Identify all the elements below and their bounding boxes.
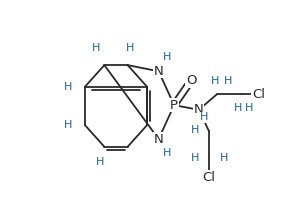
Text: N: N: [194, 103, 204, 116]
Text: H: H: [200, 112, 209, 122]
Text: O: O: [186, 74, 197, 87]
Text: H: H: [163, 52, 171, 62]
Text: N: N: [154, 65, 164, 78]
Text: H: H: [96, 157, 105, 167]
Text: H: H: [234, 103, 243, 113]
Text: H: H: [64, 82, 72, 92]
Text: H: H: [191, 125, 199, 135]
Text: H: H: [223, 75, 232, 85]
Text: Cl: Cl: [202, 171, 216, 184]
Text: H: H: [245, 103, 253, 113]
Text: P: P: [170, 99, 178, 112]
Text: H: H: [163, 148, 171, 158]
Text: H: H: [64, 120, 72, 130]
Text: H: H: [211, 75, 219, 85]
Text: H: H: [126, 43, 134, 53]
Text: Cl: Cl: [252, 88, 265, 101]
Text: H: H: [220, 153, 229, 163]
Text: N: N: [154, 133, 164, 145]
Text: H: H: [92, 43, 100, 53]
Text: H: H: [191, 153, 199, 163]
